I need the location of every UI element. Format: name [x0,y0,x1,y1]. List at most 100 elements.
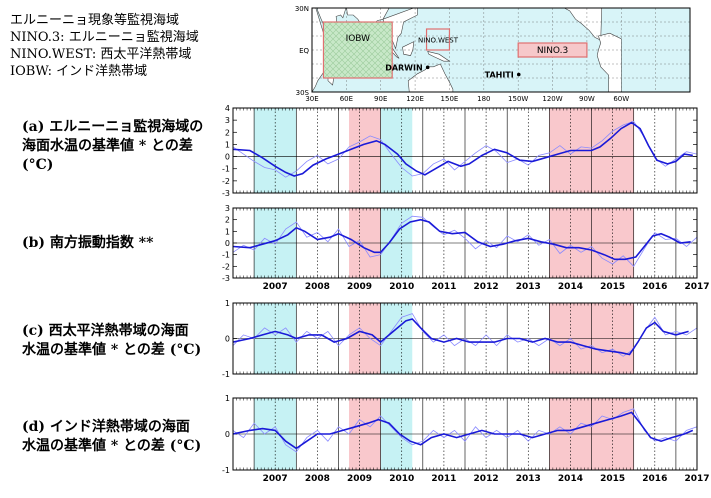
map-lat-label: 30N [295,5,309,13]
y-tick-label: 0 [225,335,230,344]
panel-frame [232,302,698,375]
panel-a-label: (a) エルニーニョ監視海域の 海面水温の基準値 * との差 (°C) [22,118,203,175]
panel-c-label-line2: 水温の基準値 * との差 (°C) [22,342,202,358]
smoothed-series-line [233,318,689,356]
station-tahiti-label: TAHITI [485,71,514,80]
land-australia [407,63,454,92]
y-tick-label: -1 [222,251,230,260]
panel-a-label-line1: (a) エルニーニョ監視海域の [22,119,204,135]
y-tick-label: -1 [222,370,230,379]
y-tick-label: -3 [222,189,230,198]
region-nino-west-box [425,28,451,51]
year-label: 2010 [389,474,414,484]
y-tick-label: 0 [225,153,230,162]
year-label: 2015 [600,282,625,292]
panel-a-chart: -3 -2 -1 0 1 2 3 4 [222,104,698,198]
station-tahiti-marker [516,72,521,77]
map-lon-label: 120E [406,95,424,103]
monthly-series-line [233,313,697,357]
panel-c-label-line1: (c) 西太平洋熱帯域の海面 [22,323,189,339]
y-tick-label: 1 [225,140,230,149]
year-label: 2016 [642,282,667,292]
y-tick-label: 1 [225,227,230,236]
y-tick-label: 2 [225,128,230,137]
year-label: 2012 [474,474,499,484]
station-darwin-label: DARWIN [385,63,423,72]
map-lon-label: 60E [340,95,353,103]
map-lat-label: 30S [296,89,310,97]
legend-nino-west: NINO.WEST: 西太平洋熱帯域 [10,47,192,62]
year-label: 2013 [516,282,541,292]
year-label: 2013 [516,474,541,484]
year-label: 2007 [263,474,288,484]
map-lon-label: 30E [305,95,318,103]
smoothed-series-line [233,218,691,261]
year-label: 2011 [431,474,456,484]
legend-nino3: NINO.3: エルニーニョ監視海域 [10,30,199,45]
panel-d-label: (d) インド洋熱帯域の海面 水温の基準値 * との差 (°C) [22,418,201,456]
year-label: 2011 [431,282,456,292]
panel-frame [232,397,698,471]
year-label: 2012 [474,282,499,292]
monthly-series-line [233,408,697,453]
panel-c-label: (c) 西太平洋熱帯域の海面 水温の基準値 * との差 (°C) [22,322,201,360]
y-tick-label: -3 [222,274,230,283]
map-lon-label: 90W [579,95,595,103]
region-nino-3-box [517,42,588,58]
panel-a-label-line2: 海面水温の基準値 * との差 [22,138,193,154]
panel-b-label: (b) 南方振動指数 ** [22,234,153,253]
map-frame [311,7,691,93]
land-central-america [563,8,603,41]
year-label: 2014 [558,282,583,292]
year-label: 2007 [263,282,288,292]
map-lon-label: 180 [477,95,490,103]
panel-b-chart: -3 -2 -1 0 1 2 3 [222,204,698,283]
year-label: 2017 [684,282,709,292]
y-tick-label: 1 [225,394,230,403]
la-nina-period-shade [380,108,413,193]
year-label: 2008 [305,282,330,292]
region-map: IOBW NINO.WEST NINO.3 DARWIN TAHITI 30N EQ 30S3… [295,5,691,103]
map-lon-label: 90E [374,95,387,103]
y-tick-label: -1 [222,165,230,174]
panel-d-chart: -1 0 1 [222,394,698,475]
region-label-nino-3: NINO.3 [537,46,568,56]
region-iobw-box [322,21,393,79]
panel-a-label-line3: (°C) [22,157,54,173]
map-lon-label: 120W [542,95,562,103]
y-tick-label: -2 [222,177,230,186]
y-tick-label: 2 [225,216,230,225]
panel-d-label-line2: 水温の基準値 * との差 (°C) [22,438,202,454]
year-label: 2009 [347,282,372,292]
smoothed-series-line [233,121,693,177]
year-label: 2016 [642,474,667,484]
region-label-nino-west: NINO.WEST [418,37,459,45]
panel-c-chart: -1 0 1 [222,299,698,379]
year-label: 2014 [558,474,583,484]
panel-b-label-line1: (b) 南方振動指数 ** [22,235,154,251]
y-tick-label: 1 [225,299,230,308]
map-land [312,8,622,92]
smoothed-series-line [233,411,694,450]
year-label: 2008 [305,474,330,484]
y-tick-label: 3 [225,204,230,213]
y-tick-label: 4 [225,104,230,113]
map-lon-label: 60W [613,95,629,103]
monthly-series-line [233,120,697,178]
year-label: 2017 [684,474,709,484]
panel-frame [232,207,698,279]
y-tick-label: 0 [225,430,230,439]
year-label: 2009 [347,474,372,484]
panel-frame [232,107,698,194]
y-tick-label: 3 [225,116,230,125]
legend-title: エルニーニョ現象等監視海域 [10,13,180,28]
el-nino-period-shade [349,108,381,193]
y-tick-label: 0 [225,239,230,248]
panel-d-label-line1: (d) インド洋熱帯域の海面 [22,419,190,435]
station-darwin-marker [425,65,430,70]
legend-iobw: IOBW: インド洋熱帯域 [10,64,148,79]
y-tick-label: -1 [222,466,230,475]
y-tick-label: -2 [222,262,230,271]
map-lon-label: 150E [441,95,459,103]
